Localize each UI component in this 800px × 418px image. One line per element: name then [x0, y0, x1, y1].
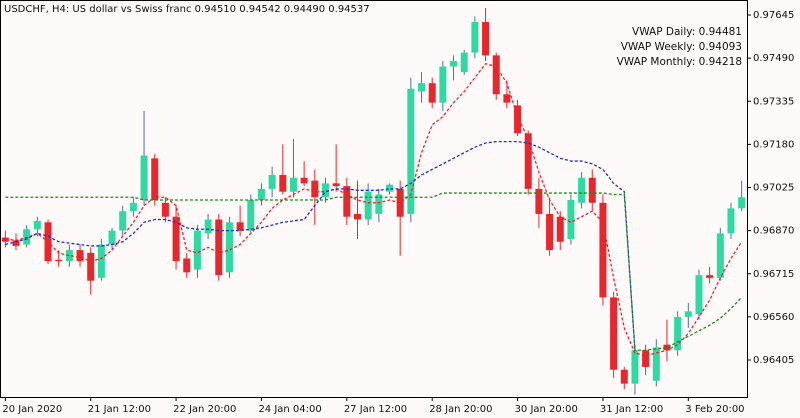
legend-entry: VWAP Monthly: 0.94218 — [617, 56, 742, 68]
y-tick-label: 0.97645 — [753, 10, 794, 21]
candle-body — [12, 240, 20, 246]
candle-body — [257, 188, 265, 201]
candle-body — [364, 191, 372, 220]
candle-body — [108, 230, 116, 245]
y-tick-label: 0.96870 — [753, 226, 794, 237]
vwap-line — [5, 62, 743, 357]
y-tick-label: 0.96560 — [753, 312, 794, 323]
legend-entry: VWAP Weekly: 0.94093 — [621, 41, 742, 53]
candle-body — [514, 105, 522, 134]
candle-body — [503, 94, 511, 103]
candle-body — [578, 177, 586, 203]
candle-body — [706, 275, 714, 278]
y-tick-label: 0.97490 — [753, 53, 794, 64]
candle-body — [727, 208, 735, 234]
candle-body — [129, 202, 137, 212]
candle-body — [215, 219, 223, 276]
candle-body — [353, 213, 361, 220]
candle-body — [652, 347, 660, 381]
candle-body — [76, 250, 84, 262]
candle-body — [183, 258, 191, 273]
candle-body — [599, 202, 607, 298]
candle-body — [311, 180, 319, 198]
candle-body — [492, 55, 500, 95]
candle-body — [556, 216, 564, 242]
y-tick-label: 0.97025 — [753, 183, 794, 194]
candle-body — [172, 216, 180, 262]
candle-body — [1, 237, 9, 242]
y-tick-label: 0.97180 — [753, 139, 794, 150]
candle-body — [386, 184, 394, 192]
candle-body — [482, 21, 490, 56]
y-tick-label: 0.97335 — [753, 96, 794, 107]
candle-body — [546, 213, 554, 251]
candle-body — [204, 219, 212, 234]
chart-title: USDCHF, H4: US dollar vs Swiss franc 0.9… — [4, 4, 370, 15]
candle-body — [332, 183, 340, 187]
candle-body — [161, 202, 169, 217]
candle-body — [87, 252, 95, 281]
candle-body — [567, 200, 575, 239]
x-tick-label: 24 Jan 04:00 — [258, 404, 321, 415]
x-tick-label: 30 Jan 20:00 — [515, 404, 578, 415]
candle-body — [450, 60, 458, 67]
candle-body — [300, 177, 308, 184]
legend-entry: VWAP Daily: 0.94481 — [632, 26, 742, 38]
candle-body — [65, 250, 73, 262]
candle-body — [674, 316, 682, 351]
candle-body — [695, 275, 703, 315]
candle-body — [460, 52, 468, 73]
candle-body — [738, 197, 746, 209]
candle-body — [535, 188, 543, 214]
candle-body — [439, 66, 447, 103]
candle-body — [97, 244, 105, 278]
x-tick-label: 27 Jan 12:00 — [344, 404, 407, 415]
candle-body — [375, 194, 383, 214]
candle-body — [684, 311, 692, 317]
candle-body — [428, 83, 436, 103]
candle-body — [610, 297, 618, 370]
candle-body — [716, 233, 724, 278]
candle-body — [236, 222, 244, 231]
vwap-line — [5, 140, 636, 351]
x-tick-label: 28 Jan 20:00 — [429, 404, 492, 415]
candle-body — [247, 200, 255, 231]
candle-body — [225, 222, 233, 273]
candle-body — [289, 177, 297, 192]
x-tick-label: 20 Jan 2020 — [2, 404, 62, 415]
candle-body — [55, 259, 63, 262]
x-tick-label: 22 Jan 20:00 — [173, 404, 236, 415]
candle-body — [279, 174, 287, 192]
x-tick-label: 21 Jan 12:00 — [88, 404, 151, 415]
candle-body — [321, 183, 329, 198]
candle-body — [268, 174, 276, 189]
y-tick-label: 0.96715 — [753, 269, 794, 280]
candle-body — [631, 350, 639, 384]
candle-body — [407, 88, 415, 214]
candle-body — [396, 188, 404, 217]
candle-body — [524, 133, 532, 189]
candle-body — [588, 177, 596, 203]
candle-body — [343, 186, 351, 217]
candle-body — [193, 230, 201, 270]
plot-frame — [0, 0, 748, 398]
candle-body — [663, 344, 671, 351]
x-tick-label: 3 Feb 20:00 — [685, 404, 744, 415]
candle-body — [418, 83, 426, 92]
x-tick-label: 31 Jan 12:00 — [600, 404, 663, 415]
y-tick-label: 0.96405 — [753, 355, 794, 366]
vwap-line — [5, 192, 743, 351]
candle-body — [471, 21, 479, 53]
candle-body — [620, 369, 628, 384]
candle-body — [33, 220, 41, 230]
candle-body — [151, 158, 159, 201]
candle-body — [119, 211, 127, 231]
candle-body — [140, 155, 148, 201]
candle-body — [642, 350, 650, 367]
